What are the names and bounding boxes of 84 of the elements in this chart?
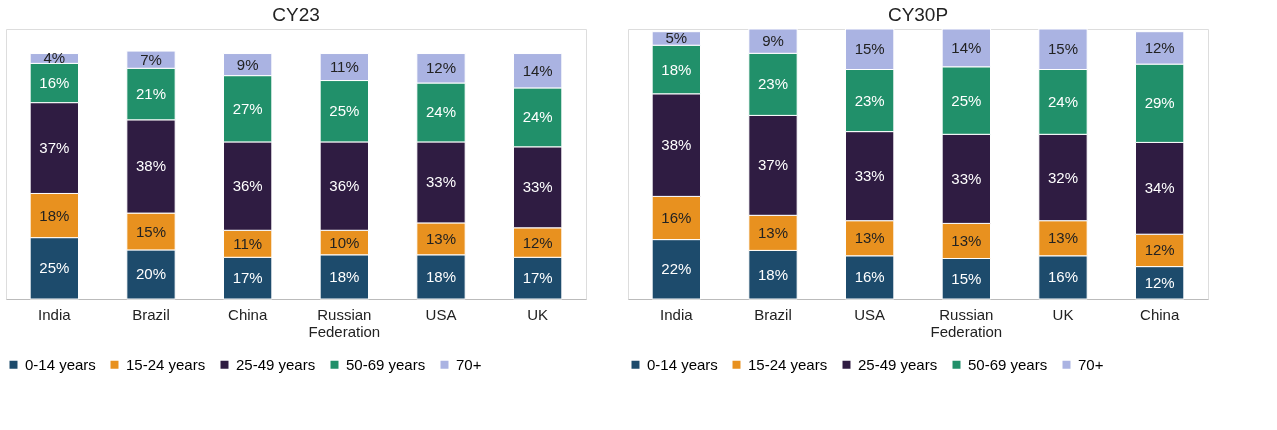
data-label: 16% [661, 209, 692, 226]
x-tick-label: UK [1052, 305, 1074, 323]
data-label: 18% [329, 267, 360, 285]
data-label: 12% [1144, 241, 1175, 259]
data-label: 24% [425, 103, 457, 121]
data-label: 13% [757, 223, 789, 241]
data-label: 22% [661, 260, 692, 278]
data-label: 12% [1144, 273, 1175, 291]
x-tick-label: USA [854, 305, 886, 323]
data-label: 7% [140, 50, 162, 68]
legend-label: 70+ [456, 355, 482, 373]
data-label: 15% [951, 269, 982, 287]
data-label: 11% [329, 58, 359, 76]
data-label: 24% [1047, 92, 1079, 110]
data-label: 10% [329, 233, 360, 251]
data-label: 12% [1144, 38, 1175, 56]
x-tick-label: China [1140, 305, 1180, 323]
data-label: 25% [39, 259, 70, 277]
data-label: 25% [329, 102, 360, 120]
data-label: 24% [522, 108, 553, 126]
data-label: 21% [135, 85, 167, 103]
data-label: 33% [854, 167, 885, 185]
data-label: 38% [661, 136, 692, 154]
legend-label: 15-24 years [126, 355, 206, 373]
data-label: 11% [233, 234, 263, 252]
data-label: 13% [951, 231, 982, 249]
chart-title: CY30P [887, 3, 949, 25]
data-label: 18% [39, 206, 70, 224]
data-label: 33% [951, 169, 982, 187]
data-label: 4% [43, 49, 66, 67]
data-label: 36% [329, 177, 360, 195]
data-label: 33% [425, 173, 457, 191]
x-tick-label: UK [527, 305, 549, 323]
data-label: 37% [39, 139, 70, 157]
data-label: 34% [1144, 179, 1175, 197]
data-label: 12% [522, 233, 553, 251]
data-label: 23% [854, 91, 885, 109]
x-tick-label: India [38, 305, 72, 323]
x-tick-label: India [660, 305, 694, 323]
data-label: 14% [951, 38, 982, 56]
legend-label: 0-14 years [25, 355, 96, 373]
data-label: 13% [425, 229, 457, 247]
data-label: 16% [39, 74, 70, 91]
data-label: 33% [522, 178, 553, 196]
x-tick-label: China [228, 305, 268, 323]
legend-label: 0-14 years [647, 355, 718, 373]
data-label: 36% [232, 177, 263, 195]
legend-label: 50-69 years [346, 355, 426, 373]
data-label: 37% [757, 156, 789, 174]
data-label: 23% [757, 75, 789, 93]
legend-label: 50-69 years [968, 355, 1048, 373]
data-label: 15% [854, 40, 885, 58]
data-label: 12% [425, 59, 457, 77]
legend-label: 25-49 years [236, 355, 316, 373]
x-tick-label: Russian Federation [308, 305, 381, 340]
data-label: 15% [1047, 40, 1079, 58]
data-label: 27% [232, 99, 263, 117]
legend-label: 25-49 years [858, 355, 938, 373]
data-label: 29% [1144, 94, 1175, 112]
data-label: 17% [232, 269, 263, 287]
x-tick-label: Brazil [132, 305, 170, 323]
data-label: 5% [665, 29, 688, 47]
data-label: 16% [1047, 268, 1079, 286]
data-label: 9% [762, 32, 784, 50]
data-label: 13% [1047, 229, 1079, 247]
data-label: 18% [757, 265, 789, 283]
data-label: 13% [854, 229, 885, 247]
data-label: 16% [854, 268, 885, 286]
legend-label: 15-24 years [748, 355, 828, 373]
x-tick-label: Brazil [754, 305, 792, 323]
data-label: 14% [522, 61, 553, 79]
data-label: 38% [135, 157, 167, 175]
x-tick-label: Russian Federation [930, 305, 1003, 340]
data-label: 32% [1047, 168, 1079, 186]
data-label: 17% [522, 269, 553, 287]
data-label: 9% [236, 55, 259, 73]
data-label: 25% [951, 91, 982, 109]
data-label: 15% [135, 222, 167, 240]
x-tick-label: USA [425, 305, 457, 323]
data-label: 18% [425, 267, 457, 285]
data-label: 18% [661, 60, 692, 78]
data-label: 20% [135, 265, 167, 283]
legend-label: 70+ [1078, 355, 1104, 373]
chart-title: CY23 [272, 4, 320, 25]
